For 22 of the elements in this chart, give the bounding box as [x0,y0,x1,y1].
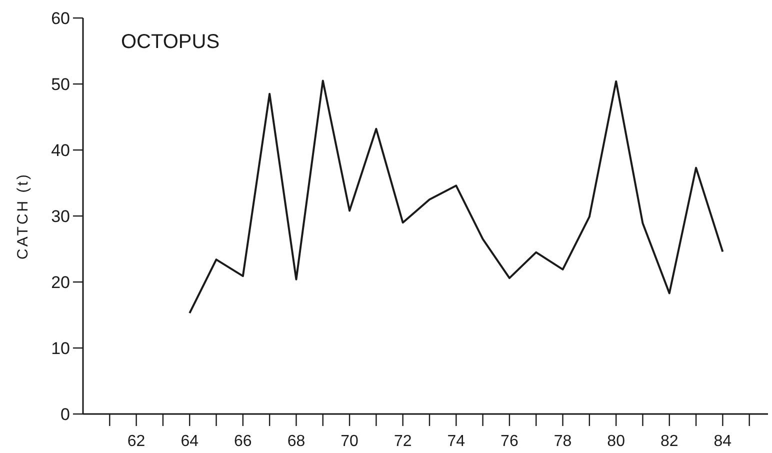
y-tick-label: 50 [51,74,70,94]
y-tick-label: 60 [51,8,70,28]
y-tick-label: 30 [51,206,70,226]
line-series [188,80,724,314]
y-tick-label: 10 [51,338,70,358]
x-tick-label: 82 [660,433,678,450]
y-tick-label: 20 [51,272,70,292]
x-tick-label: 80 [607,433,626,450]
x-tick-label: 70 [340,433,359,450]
y-axis-title: CATCH (t) [14,172,32,260]
y-tick-label: 40 [51,140,70,160]
y-tick-label: 0 [60,404,70,424]
x-tick-label: 84 [714,433,732,450]
x-tick-label: 64 [180,433,199,450]
x-tick-label: 66 [234,433,252,450]
x-tick-label: 78 [554,433,572,450]
text: OCTOPUS [121,31,220,53]
x-tick-label: 62 [127,433,146,450]
x-tick-label: 68 [287,433,306,450]
x-tick-label: 76 [500,433,518,450]
x-tick-label: 74 [447,433,466,450]
x-tick-label: 72 [394,433,412,450]
